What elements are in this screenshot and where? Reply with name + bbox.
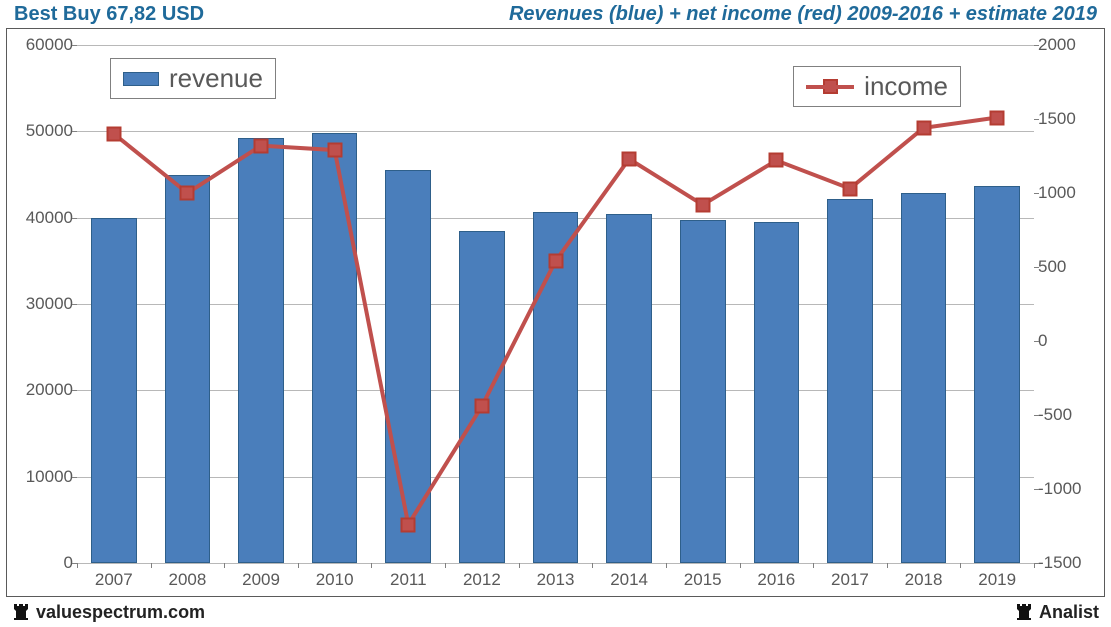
y-axis-right-tick: -1000	[1038, 479, 1092, 499]
income-marker	[916, 120, 931, 135]
y-axis-right-tick: 0	[1038, 331, 1092, 351]
y-axis-left-tick: 0	[19, 553, 73, 573]
revenue-bar	[459, 231, 505, 563]
revenue-bar	[312, 133, 358, 563]
revenue-bar	[606, 214, 652, 563]
legend-revenue-label: revenue	[169, 63, 263, 94]
income-marker	[842, 181, 857, 196]
y-axis-left-tick: 50000	[19, 121, 73, 141]
rook-icon	[1015, 602, 1033, 622]
chart-title-left: Best Buy 67,82 USD	[14, 3, 204, 26]
y-axis-right-tick: -1500	[1038, 553, 1092, 573]
x-axis-tick: 2018	[905, 570, 943, 590]
income-marker	[327, 143, 342, 158]
income-marker	[401, 517, 416, 532]
rook-icon	[12, 602, 30, 622]
revenue-bar	[385, 170, 431, 563]
y-axis-left-tick: 40000	[19, 208, 73, 228]
legend-income-swatch	[806, 79, 854, 95]
x-axis-tick: 2013	[537, 570, 575, 590]
income-marker	[695, 197, 710, 212]
y-axis-left-tick: 30000	[19, 294, 73, 314]
y-axis-right-tick: 1000	[1038, 183, 1092, 203]
revenue-bar	[91, 218, 137, 563]
chart-frame: Best Buy 67,82 USD Revenues (blue) + net…	[0, 0, 1111, 627]
brand-right: Analist	[1015, 602, 1099, 623]
x-axis-tick: 2017	[831, 570, 869, 590]
header-bar: Best Buy 67,82 USD Revenues (blue) + net…	[0, 0, 1111, 28]
income-marker	[106, 126, 121, 141]
x-axis-tick: 2011	[390, 570, 427, 590]
legend-income: income	[793, 66, 961, 107]
x-axis-tick: 2016	[757, 570, 795, 590]
revenue-bar	[827, 199, 873, 563]
brand-left: valuespectrum.com	[12, 602, 205, 623]
y-axis-left-tick: 10000	[19, 467, 73, 487]
income-marker	[990, 110, 1005, 125]
gridline	[77, 131, 1034, 132]
y-axis-right-tick: 500	[1038, 257, 1092, 277]
revenue-bar	[680, 220, 726, 563]
x-axis-tick: 2010	[316, 570, 354, 590]
income-marker	[622, 151, 637, 166]
x-axis-tick: 2014	[610, 570, 648, 590]
income-marker	[474, 399, 489, 414]
x-axis-tick: 2019	[978, 570, 1016, 590]
x-axis-tick: 2009	[242, 570, 280, 590]
y-axis-left-tick: 60000	[19, 35, 73, 55]
gridline	[77, 45, 1034, 46]
x-axis-tick: 2015	[684, 570, 722, 590]
footer-left-text: valuespectrum.com	[36, 602, 205, 623]
x-axis-tick: 2012	[463, 570, 501, 590]
revenue-bar	[754, 222, 800, 563]
x-axis-tick: 2007	[95, 570, 133, 590]
revenue-bar	[238, 138, 284, 563]
footer-bar: valuespectrum.com Analist	[0, 597, 1111, 627]
plot-area	[77, 45, 1034, 564]
revenue-bar	[165, 175, 211, 564]
plot-outer-frame: 0100002000030000400005000060000-1500-100…	[6, 28, 1105, 597]
legend-income-label: income	[864, 71, 948, 102]
income-marker	[769, 153, 784, 168]
y-axis-right-tick: 2000	[1038, 35, 1092, 55]
income-marker	[548, 254, 563, 269]
x-axis-tick: 2008	[169, 570, 207, 590]
y-axis-right-tick: 1500	[1038, 109, 1092, 129]
y-axis-right-tick: -500	[1038, 405, 1092, 425]
y-axis-left-tick: 20000	[19, 380, 73, 400]
revenue-bar	[974, 186, 1020, 563]
income-marker	[180, 186, 195, 201]
legend-revenue-swatch	[123, 72, 159, 86]
chart-title-right: Revenues (blue) + net income (red) 2009-…	[509, 3, 1097, 26]
footer-right-text: Analist	[1039, 602, 1099, 623]
gridline	[77, 563, 1034, 564]
income-marker	[254, 138, 269, 153]
legend-revenue: revenue	[110, 58, 276, 99]
revenue-bar	[901, 193, 947, 563]
